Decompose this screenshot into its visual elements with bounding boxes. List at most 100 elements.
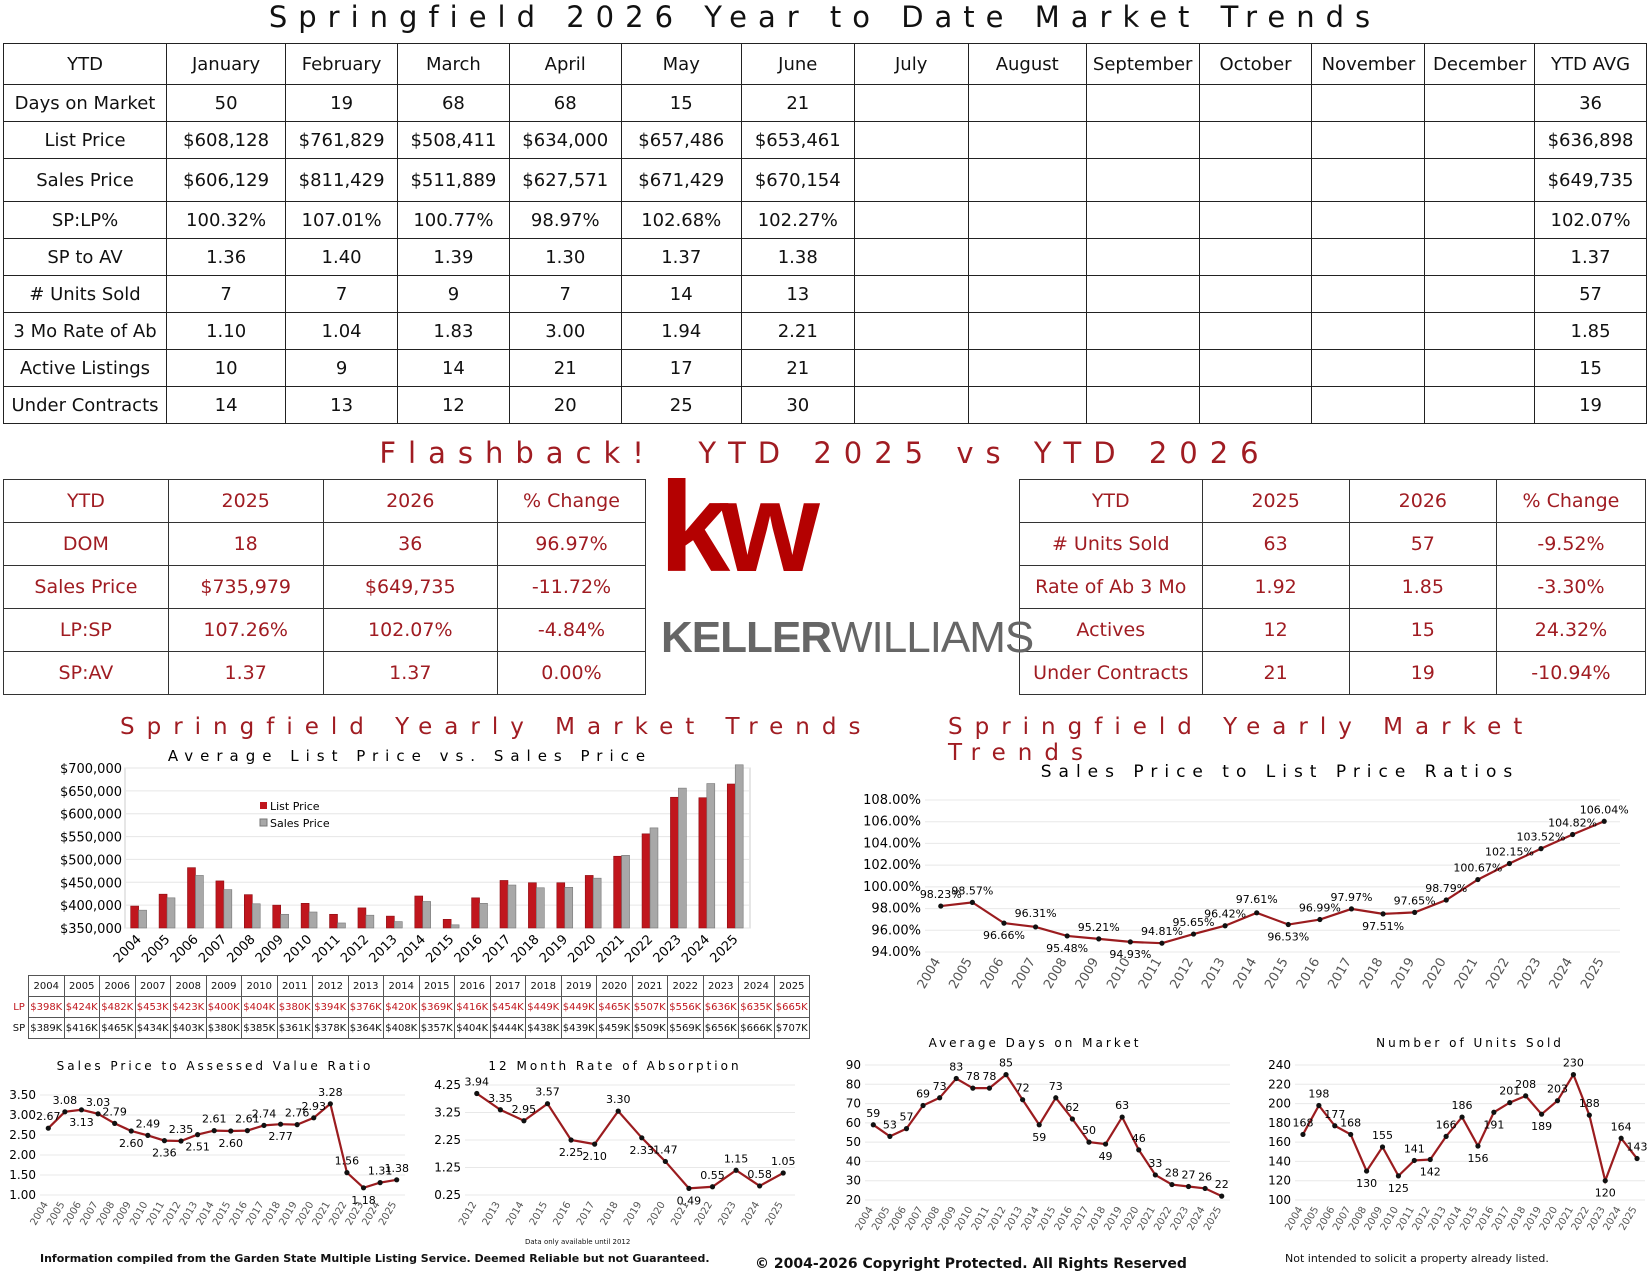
x-tick-label: 2015	[1262, 956, 1292, 992]
lpsp-year: 2014	[383, 975, 420, 997]
data-point	[377, 1180, 383, 1186]
footer-left: Information compiled from the Garden Sta…	[40, 1252, 710, 1265]
list-price-bar	[528, 882, 537, 929]
y-tick-label: 40	[846, 1154, 861, 1168]
data-label: 2.93	[302, 1100, 327, 1113]
ytd-row-label: SP:LP%	[2, 201, 168, 239]
ytd-cell: $671,429	[620, 158, 742, 202]
ytd-cell: $636,898	[1534, 121, 1647, 159]
x-tick-label: 2014	[395, 932, 429, 966]
ytd-cell	[853, 158, 969, 202]
ytd-cell	[853, 238, 969, 276]
data-point	[360, 1185, 367, 1191]
y-tick-label: 2.00	[9, 1148, 36, 1162]
ytd-cell	[1311, 84, 1426, 122]
data-point	[95, 1111, 101, 1117]
ytd-header-cell: February	[285, 43, 398, 85]
lpsp-sp-cell: $438K	[525, 1017, 562, 1039]
flashback-cell: 19	[1348, 651, 1497, 695]
data-point	[1127, 939, 1133, 945]
ytd-row-label: 3 Mo Rate of Ab	[2, 312, 168, 350]
ytd-row: SP:LP% 100.32% 107.01% 100.77% 98.97% 102.68%…	[2, 201, 1647, 239]
ytd-header-cell: August	[967, 43, 1087, 85]
ytd-cell: 30	[740, 386, 855, 424]
data-point	[1443, 897, 1449, 903]
x-tick-label: 2018	[1357, 956, 1387, 992]
x-tick-label: 2017	[575, 1200, 597, 1228]
y-tick-label: 100.00%	[863, 880, 921, 895]
lpsp-year: 2025	[773, 975, 810, 997]
y-tick-label: 108.00%	[863, 793, 921, 808]
ytd-header-cell: June	[740, 43, 855, 85]
ytd-cell: $653,461	[740, 121, 855, 159]
lpsp-row-lp: LP $398K $424K $482K $453K $423K $400K $404K $38…	[10, 996, 810, 1018]
series-line	[940, 820, 1605, 945]
ytd-cell	[853, 121, 969, 159]
data-label: 130	[1356, 1177, 1377, 1190]
data-label: 100.67%	[1453, 862, 1502, 875]
ytd-cell: 14	[620, 275, 742, 313]
y-tick-label: 3.25	[434, 1106, 461, 1120]
x-tick-label: 2007	[196, 932, 230, 966]
data-point	[757, 1183, 763, 1189]
flashback-cell: $649,735	[322, 565, 498, 609]
y-tick-label: 70	[846, 1097, 861, 1111]
y-tick-label: $550,000	[60, 831, 122, 846]
logo-wordmark-williams: WILLIAMS	[831, 613, 1034, 662]
x-tick-label: 2016	[1294, 956, 1324, 992]
lpsp-lp-cell: $507K	[631, 996, 668, 1018]
ytd-cell	[1311, 349, 1426, 387]
ytd-cell: 13	[740, 275, 855, 313]
list-price-bar	[244, 894, 253, 929]
data-point	[887, 1133, 893, 1139]
data-point	[1379, 1144, 1386, 1150]
ytd-cell: 57	[1534, 275, 1647, 313]
data-point	[128, 1128, 134, 1134]
data-label: 62	[1065, 1101, 1079, 1114]
lpsp-sp-cell: $389K	[28, 1017, 65, 1039]
data-point	[1096, 936, 1102, 942]
lpsp-sp-cell: $707K	[773, 1017, 810, 1039]
x-tick-label: 2009	[1073, 956, 1103, 992]
flashback-row-label: DOM	[3, 522, 169, 566]
lpsp-sp-cell: $380K	[205, 1017, 242, 1039]
ytd-cell: 13	[285, 386, 398, 424]
data-label: 2.74	[252, 1107, 277, 1120]
data-point	[1602, 1178, 1608, 1184]
data-label: 96.42%	[1204, 908, 1246, 921]
ytd-header-cell: December	[1424, 43, 1536, 85]
y-tick-label: 100	[1268, 1193, 1291, 1207]
data-point	[1285, 921, 1291, 928]
x-tick-label: 2023	[716, 1200, 738, 1228]
data-label: 2.67	[36, 1110, 61, 1123]
data-label: 2.35	[169, 1123, 194, 1136]
ytd-row: Under Contracts 14 13 12 20 25 30 19	[2, 386, 1647, 424]
ytd-header-cell: YTD	[2, 43, 168, 85]
chart-title: 12 Month Rate of Absorption	[488, 1059, 741, 1073]
x-tick-label: 2015	[528, 1200, 550, 1228]
x-tick-label: 2020	[1420, 956, 1450, 992]
ytd-cell: 10	[166, 349, 287, 387]
x-tick-label: 2025	[1202, 1205, 1224, 1233]
x-tick-label: 2023	[651, 932, 685, 966]
data-label: 46	[1132, 1132, 1146, 1145]
lpsp-sp-cell: $357K	[418, 1017, 455, 1039]
data-label: 3.28	[318, 1086, 343, 1099]
data-point	[1300, 1131, 1306, 1138]
x-tick-label: 2018	[599, 1200, 621, 1228]
ytd-header-cell: March	[397, 43, 510, 85]
x-tick-label: 2010	[1104, 956, 1134, 992]
data-point	[161, 1138, 168, 1144]
flashback-row-label: Sales Price	[3, 565, 169, 609]
flashback-header-cell: YTD	[3, 479, 169, 523]
data-label: 57	[899, 1111, 913, 1124]
list-price-bar	[726, 783, 736, 929]
logo-wordmark-keller: KELLER	[661, 613, 832, 662]
x-tick-label: 2022	[622, 932, 656, 966]
flashback-row: Rate of Ab 3 Mo 1.92 1.85 -3.30%	[1019, 565, 1647, 609]
data-label: 186	[1452, 1099, 1473, 1112]
data-label: 95.65%	[1173, 916, 1215, 929]
x-tick-label: 2021	[669, 1200, 691, 1228]
lpsp-lp-cell: $449K	[525, 996, 562, 1018]
data-point	[1159, 940, 1165, 946]
